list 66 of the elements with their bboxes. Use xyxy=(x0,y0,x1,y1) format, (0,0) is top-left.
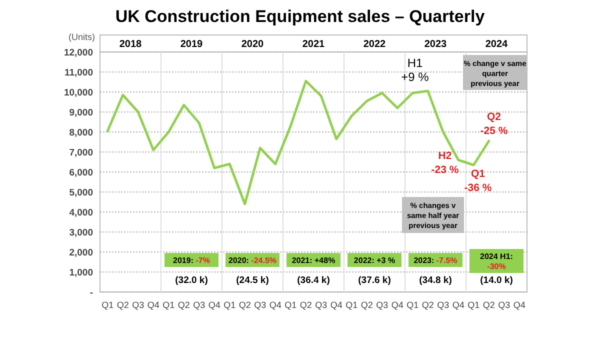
x-tick-label: Q1 xyxy=(468,300,480,310)
x-tick-label: Q3 xyxy=(315,300,328,310)
x-tick-label: Q2 xyxy=(360,300,373,310)
annotation: 2023: -7.5% xyxy=(414,256,458,265)
annotation: (14.0 k) xyxy=(480,275,513,286)
y-tick-label: 1,000 xyxy=(69,268,93,278)
annotation: (36.4 k) xyxy=(297,275,330,286)
y-tick-label: 10,000 xyxy=(64,88,93,98)
x-tick-label: Q2 xyxy=(116,300,129,310)
y-tick-label: 9,000 xyxy=(69,108,93,118)
y-tick-label: 5,000 xyxy=(69,188,93,198)
x-tick-label: Q1 xyxy=(162,300,175,310)
x-tick-label: Q2 xyxy=(238,300,251,310)
y-axis-title: (Units) xyxy=(68,32,95,42)
y-tick-label: 12,000 xyxy=(64,48,93,58)
annotation: 2020: -24.5% xyxy=(228,256,277,265)
x-tick-label: Q4 xyxy=(208,300,220,310)
y-tick-label: 6,000 xyxy=(69,168,93,178)
x-tick-label: Q4 xyxy=(330,300,342,310)
text: 2021 xyxy=(302,39,326,50)
x-tick-label: Q4 xyxy=(269,300,282,310)
chart-title: UK Construction Equipment sales – Quarterly xyxy=(115,7,486,26)
annotation: Q1 -36 % xyxy=(464,168,492,194)
annotation: H2 -23 % xyxy=(431,150,460,176)
x-tick-label: Q3 xyxy=(437,300,450,310)
x-tick-label: Q1 xyxy=(346,300,358,310)
text: 2020 xyxy=(241,39,264,50)
y-tick-label: 8,000 xyxy=(69,128,93,138)
x-tick-label: Q2 xyxy=(300,300,312,310)
x-tick-label: Q4 xyxy=(513,300,526,310)
x-tick-label: Q2 xyxy=(482,300,495,310)
annotation: H1 +9 % xyxy=(401,56,430,84)
x-tick-label: Q1 xyxy=(102,300,114,310)
text: 2018 xyxy=(119,39,142,50)
x-tick-label: Q2 xyxy=(178,300,190,310)
text: 2022 xyxy=(363,39,386,50)
x-tick-label: Q4 xyxy=(391,300,404,310)
annotation: (37.6 k) xyxy=(358,275,391,286)
x-tick-label: Q3 xyxy=(498,300,510,310)
y-tick-label: 2,000 xyxy=(69,248,93,258)
annotation: (24.5 k) xyxy=(236,275,269,286)
y-tick-label: 7,000 xyxy=(69,148,93,158)
annotation: 2019: -7% xyxy=(173,256,210,265)
x-tick-label: Q3 xyxy=(132,300,144,310)
annotation: 2021: +48% xyxy=(292,256,336,265)
text: 2019 xyxy=(180,39,204,50)
x-tick-label: Q3 xyxy=(193,300,206,310)
text: 2024 xyxy=(485,39,508,50)
x-tick-label: Q4 xyxy=(147,300,160,310)
annotation: (34.8 k) xyxy=(419,275,452,286)
y-tick-label: - xyxy=(90,288,93,298)
x-tick-label: Q4 xyxy=(452,300,464,310)
x-tick-label: Q2 xyxy=(422,300,434,310)
y-tick-label: 4,000 xyxy=(69,208,93,218)
text: 2023 xyxy=(424,39,448,50)
x-tick-label: Q3 xyxy=(254,300,266,310)
annotation: 2024 H1: -30% xyxy=(480,252,513,271)
annotation: 2022: +3 % xyxy=(354,256,396,265)
annotation: Q2 -25 % xyxy=(480,111,508,137)
x-tick-label: Q1 xyxy=(224,300,236,310)
x-tick-label: Q3 xyxy=(376,300,388,310)
y-tick-label: 3,000 xyxy=(69,228,93,238)
annotation: (32.0 k) xyxy=(175,275,208,286)
x-tick-label: Q1 xyxy=(406,300,419,310)
x-tick-label: Q1 xyxy=(284,300,297,310)
y-tick-label: 11,000 xyxy=(64,68,93,78)
